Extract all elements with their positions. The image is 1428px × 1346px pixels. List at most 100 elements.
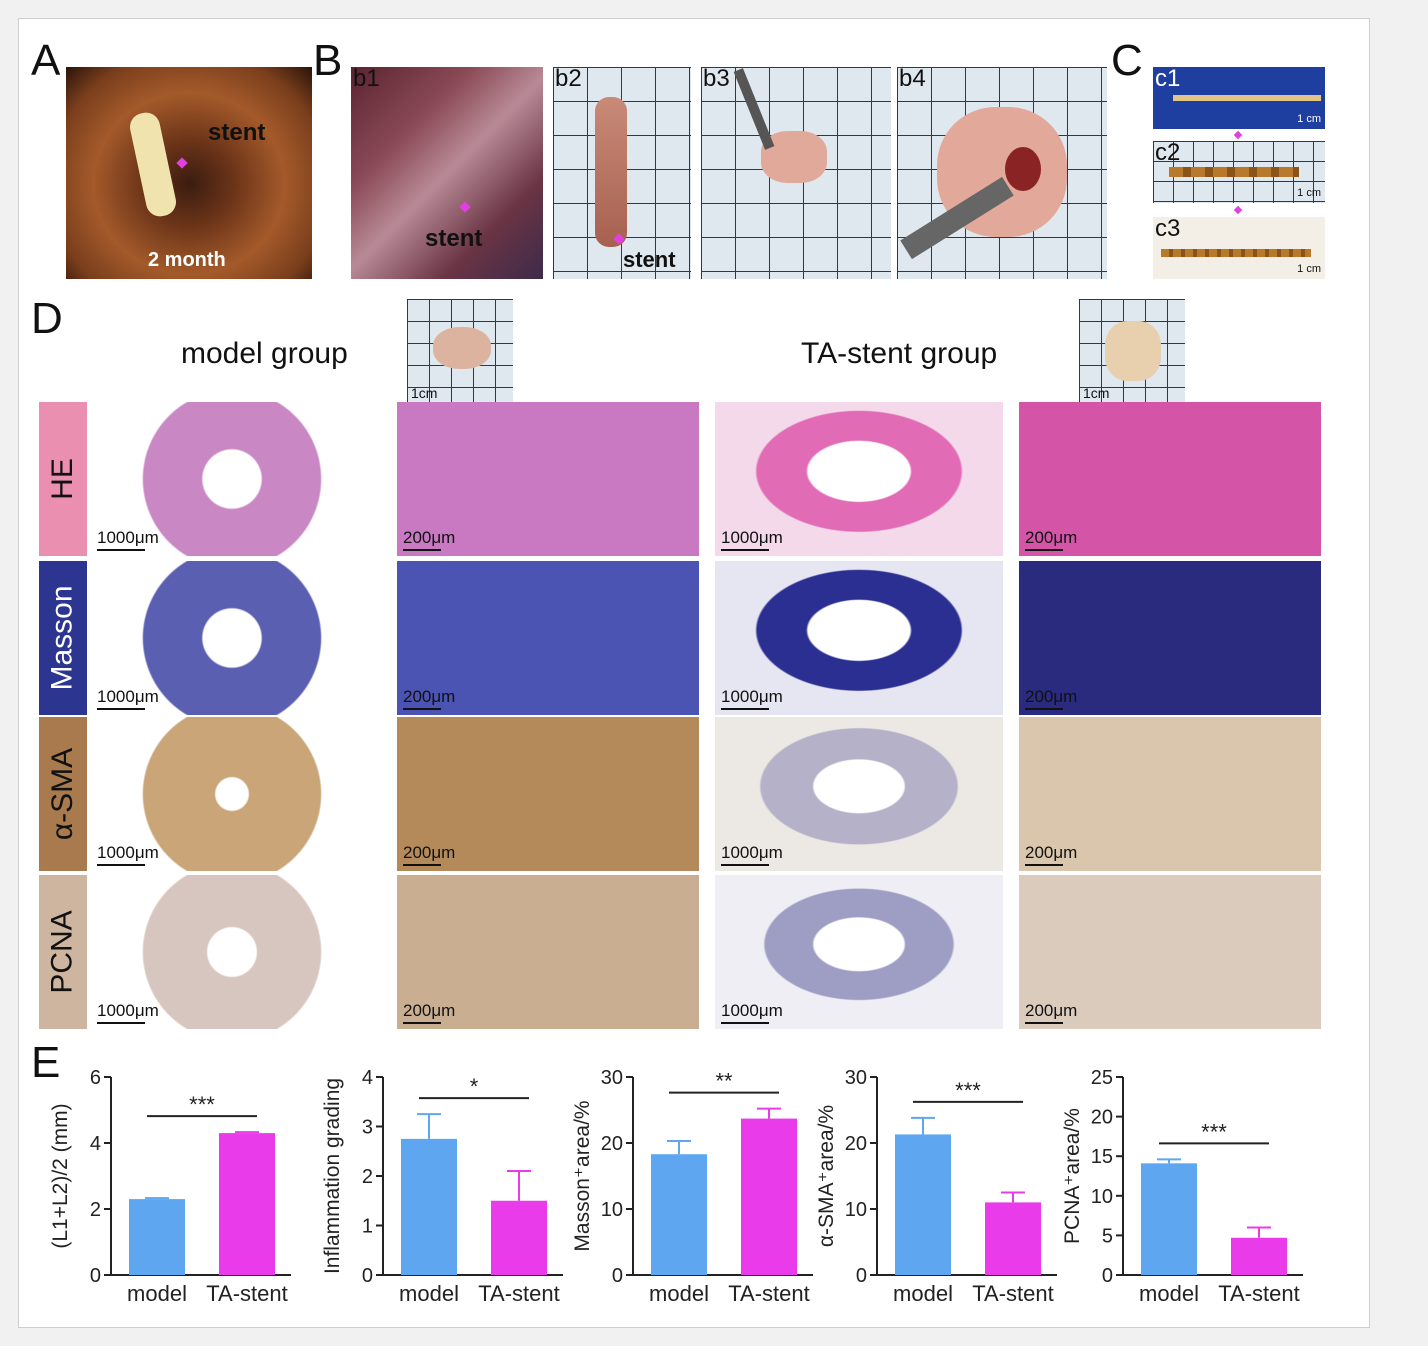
scale-line — [721, 864, 769, 866]
histology-image: 1000μm — [91, 717, 373, 871]
y-tick-label: 4 — [90, 1133, 101, 1155]
scale-line — [721, 708, 769, 710]
panel-a-label: A — [31, 36, 61, 85]
scale-line — [97, 1022, 145, 1024]
tissue-shape — [1105, 321, 1161, 381]
y-tick-label: 0 — [612, 1265, 623, 1287]
arrow-icon — [1233, 205, 1243, 215]
histology-image: 200μm — [397, 402, 699, 556]
histology-image: 200μm — [397, 717, 699, 871]
y-tick-label: 20 — [845, 1133, 867, 1155]
scale-bar: 200μm — [403, 687, 456, 710]
y-tick-label: 15 — [1091, 1146, 1113, 1168]
scale-bar: 1000μm — [97, 843, 159, 866]
scale-text: 1000μm — [97, 687, 159, 706]
sub-label-b1: b1 — [353, 65, 380, 92]
scale-bar: 200μm — [1025, 528, 1077, 551]
inset-scale-model: 1cm — [411, 385, 438, 401]
category-label: TA-stent — [728, 1281, 810, 1306]
arrow-icon — [459, 201, 471, 213]
histology-image: 200μm — [1019, 717, 1321, 871]
stent-shape — [1161, 249, 1311, 257]
y-tick-label: 10 — [1091, 1186, 1113, 1208]
scale-c1: 1 cm — [1297, 113, 1321, 125]
scale-line — [1025, 1022, 1063, 1024]
stent-label-b1: stent — [425, 225, 483, 252]
scale-text: 200μm — [403, 843, 456, 862]
scale-text: 200μm — [1025, 843, 1078, 862]
significance-label: *** — [955, 1078, 981, 1103]
stent-label-b2: stent — [623, 247, 676, 272]
category-label: TA-stent — [1218, 1281, 1300, 1306]
sub-label-b3: b3 — [703, 65, 730, 92]
category-label: model — [127, 1281, 187, 1306]
y-tick-label: 0 — [856, 1265, 867, 1287]
category-label: model — [893, 1281, 953, 1306]
bar — [1141, 1163, 1197, 1275]
stent-shape — [127, 110, 179, 219]
model-group-title: model group — [181, 337, 348, 370]
scale-text: 1000μm — [721, 528, 783, 547]
y-axis-label: α-SMA⁺area/% — [815, 1105, 838, 1247]
histology-image: 1000μm — [715, 402, 1003, 556]
scale-line — [721, 1022, 769, 1024]
scale-text: 1000μm — [97, 1001, 159, 1020]
y-tick-label: 0 — [90, 1265, 101, 1287]
stain-label-0: HE — [39, 402, 87, 556]
scale-bar: 1000μm — [721, 843, 783, 866]
scale-bar: 200μm — [403, 843, 456, 866]
scale-text: 200μm — [403, 687, 456, 706]
category-label: TA-stent — [478, 1281, 560, 1306]
histology-image: 200μm — [1019, 402, 1321, 556]
scale-line — [1025, 708, 1063, 710]
scale-line — [1025, 864, 1063, 866]
inset-model: 1cm — [407, 299, 513, 403]
panel-b-label: B — [313, 36, 343, 85]
photo-c1: 1 cm — [1153, 67, 1325, 129]
y-axis-label: (L1+L2)/2 (mm) — [49, 1103, 72, 1248]
histology-image: 1000μm — [715, 875, 1003, 1029]
lumen-shape — [1005, 147, 1041, 191]
scale-line — [97, 549, 145, 551]
tissue-shape — [433, 327, 491, 369]
scale-bar: 200μm — [403, 1001, 456, 1024]
stain-label-3: PCNA — [39, 875, 87, 1029]
bar — [651, 1154, 707, 1275]
histology-image: 200μm — [1019, 561, 1321, 715]
photo-b3 — [701, 67, 891, 279]
scale-text: 1000μm — [721, 1001, 783, 1020]
sub-label-c3: c3 — [1155, 215, 1181, 242]
arrow-icon — [1233, 130, 1243, 140]
sub-label-b2: b2 — [555, 65, 582, 92]
scale-bar: 1000μm — [97, 1001, 159, 1024]
stent-shape — [1173, 95, 1321, 101]
category-label: TA-stent — [972, 1281, 1054, 1306]
stain-text: HE — [46, 458, 79, 500]
y-tick-label: 0 — [362, 1265, 373, 1287]
scale-bar: 200μm — [1025, 687, 1077, 710]
photo-b1: stent — [351, 67, 543, 279]
category-label: model — [649, 1281, 709, 1306]
histology-image: 1000μm — [91, 875, 373, 1029]
scale-line — [403, 549, 441, 551]
y-tick-label: 4 — [362, 1067, 373, 1089]
forceps-shape — [733, 68, 775, 150]
scale-line — [403, 864, 441, 866]
scale-text: 200μm — [403, 528, 456, 547]
scale-line — [403, 708, 441, 710]
y-tick-label: 10 — [845, 1199, 867, 1221]
panel-e-label: E — [31, 1038, 61, 1087]
scale-bar: 1000μm — [721, 687, 783, 710]
bar — [895, 1134, 951, 1275]
scale-line — [721, 549, 769, 551]
scale-bar: 1000μm — [97, 528, 159, 551]
scale-text: 1000μm — [721, 687, 783, 706]
scale-bar: 1000μm — [721, 528, 783, 551]
scale-text: 200μm — [403, 1001, 456, 1020]
y-tick-label: 2 — [90, 1199, 101, 1221]
scale-text: 200μm — [1025, 1001, 1078, 1020]
y-axis-label: Masson⁺area/% — [571, 1100, 594, 1251]
bar — [401, 1138, 457, 1275]
scale-line — [97, 708, 145, 710]
